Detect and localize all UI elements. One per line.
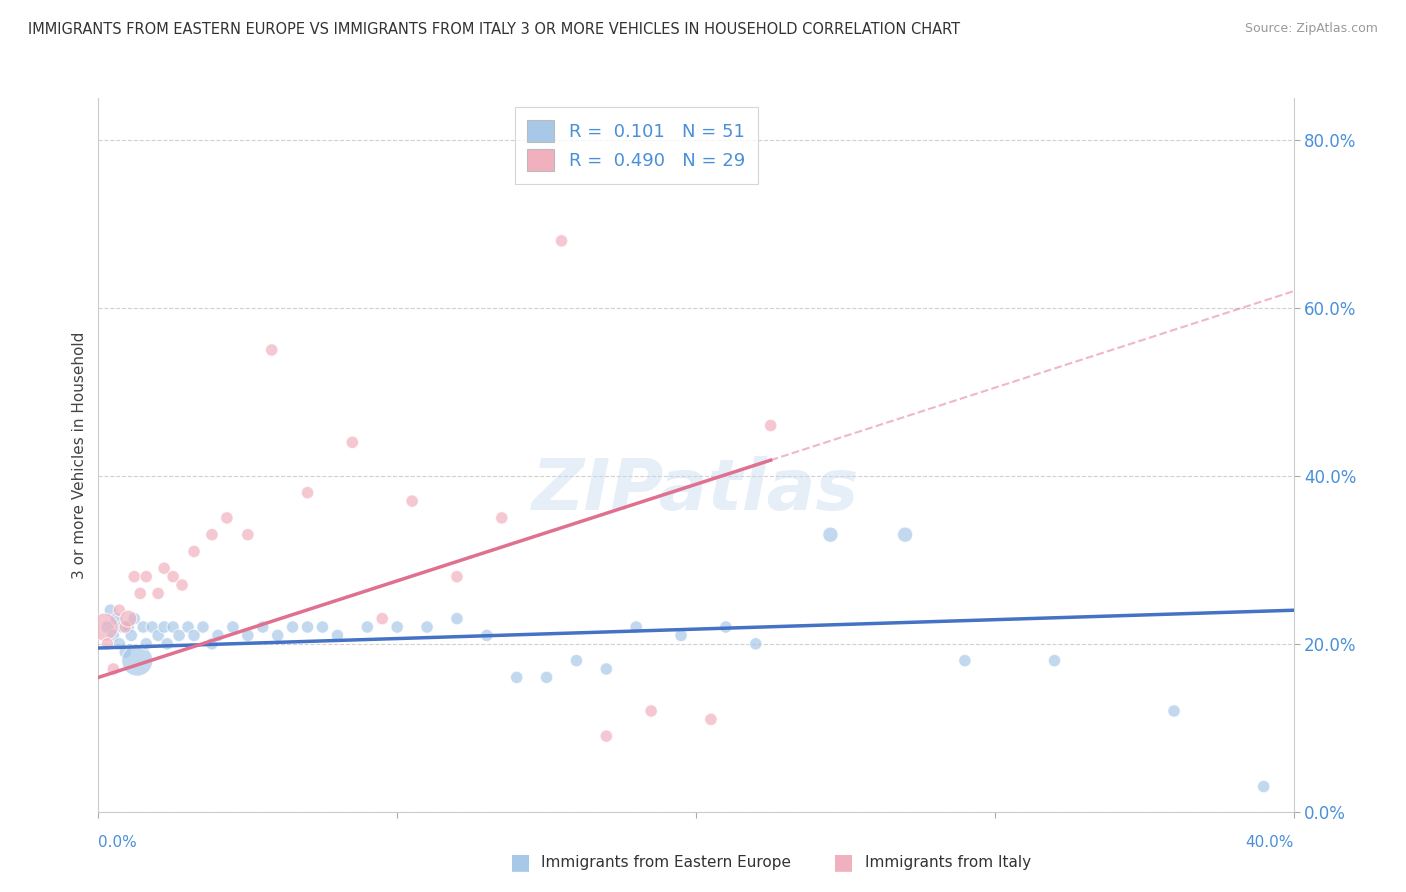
Point (124, 612, 146, 626)
Point (156, 637, 179, 651)
Point (565, 654, 588, 668)
Point (260, 343, 283, 357)
Point (236, 527, 259, 541)
Text: Immigrants from Italy: Immigrants from Italy (865, 855, 1031, 870)
Point (759, 418, 782, 433)
Point (297, 620, 319, 634)
Point (117, 620, 139, 634)
Point (135, 569, 157, 583)
Text: ZIPatlas: ZIPatlas (533, 456, 859, 525)
Point (281, 620, 304, 634)
Point (215, 511, 238, 525)
Point (550, 234, 572, 248)
Point (108, 637, 131, 651)
Point (267, 628, 290, 642)
Text: 0.0%: 0.0% (98, 836, 138, 850)
Point (177, 620, 200, 634)
Point (103, 628, 125, 642)
Y-axis label: 3 or more Vehicles in Household: 3 or more Vehicles in Household (72, 331, 87, 579)
Point (446, 569, 468, 583)
Point (252, 620, 274, 634)
Text: Source: ZipAtlas.com: Source: ZipAtlas.com (1244, 22, 1378, 36)
Point (222, 620, 245, 634)
Point (98, 603, 122, 617)
Point (820, 527, 842, 541)
Point (640, 704, 662, 718)
Point (401, 494, 423, 508)
Point (96, 637, 118, 651)
Point (745, 637, 768, 651)
Point (236, 628, 259, 642)
Point (446, 612, 468, 626)
Point (127, 654, 149, 668)
Point (114, 620, 136, 634)
Point (117, 612, 139, 626)
Point (183, 628, 205, 642)
Point (536, 670, 558, 684)
Point (124, 569, 146, 583)
Point (475, 628, 498, 642)
Point (342, 435, 364, 450)
Point (356, 620, 378, 634)
Point (141, 620, 163, 634)
Point (595, 729, 617, 743)
Point (135, 637, 157, 651)
Text: Immigrants from Eastern Europe: Immigrants from Eastern Europe (541, 855, 792, 870)
Point (93, 620, 115, 634)
Point (953, 654, 976, 668)
Point (148, 628, 170, 642)
Point (201, 527, 224, 541)
Point (162, 620, 184, 634)
Point (595, 662, 617, 676)
Point (153, 561, 176, 575)
Point (201, 637, 224, 651)
Text: 40.0%: 40.0% (1246, 836, 1294, 850)
Point (700, 712, 723, 726)
Legend: R =  0.101   N = 51, R =  0.490   N = 29: R = 0.101 N = 51, R = 0.490 N = 29 (515, 107, 758, 184)
Point (167, 628, 190, 642)
Point (491, 511, 513, 525)
Point (1163, 704, 1185, 718)
Point (326, 628, 349, 642)
Point (297, 485, 319, 500)
Point (162, 569, 184, 583)
Point (111, 620, 134, 634)
Text: IMMIGRANTS FROM EASTERN EUROPE VS IMMIGRANTS FROM ITALY 3 OR MORE VEHICLES IN HO: IMMIGRANTS FROM EASTERN EUROPE VS IMMIGR… (28, 22, 960, 37)
Point (371, 612, 394, 626)
Point (96, 620, 118, 634)
Point (1253, 780, 1275, 794)
Point (894, 527, 917, 541)
Point (506, 670, 529, 684)
Point (120, 628, 142, 642)
Point (172, 578, 194, 592)
Point (105, 612, 128, 626)
Point (1043, 654, 1066, 668)
Text: ■: ■ (834, 853, 853, 872)
Point (148, 586, 170, 600)
Text: ■: ■ (510, 853, 530, 872)
Point (129, 586, 152, 600)
Point (207, 628, 229, 642)
Point (416, 620, 439, 634)
Point (624, 620, 647, 634)
Point (114, 645, 136, 659)
Point (183, 544, 205, 558)
Point (191, 620, 214, 634)
Point (132, 620, 155, 634)
Point (108, 603, 131, 617)
Point (669, 628, 692, 642)
Point (153, 620, 176, 634)
Point (714, 620, 737, 634)
Point (103, 662, 125, 676)
Point (385, 620, 409, 634)
Point (311, 620, 333, 634)
